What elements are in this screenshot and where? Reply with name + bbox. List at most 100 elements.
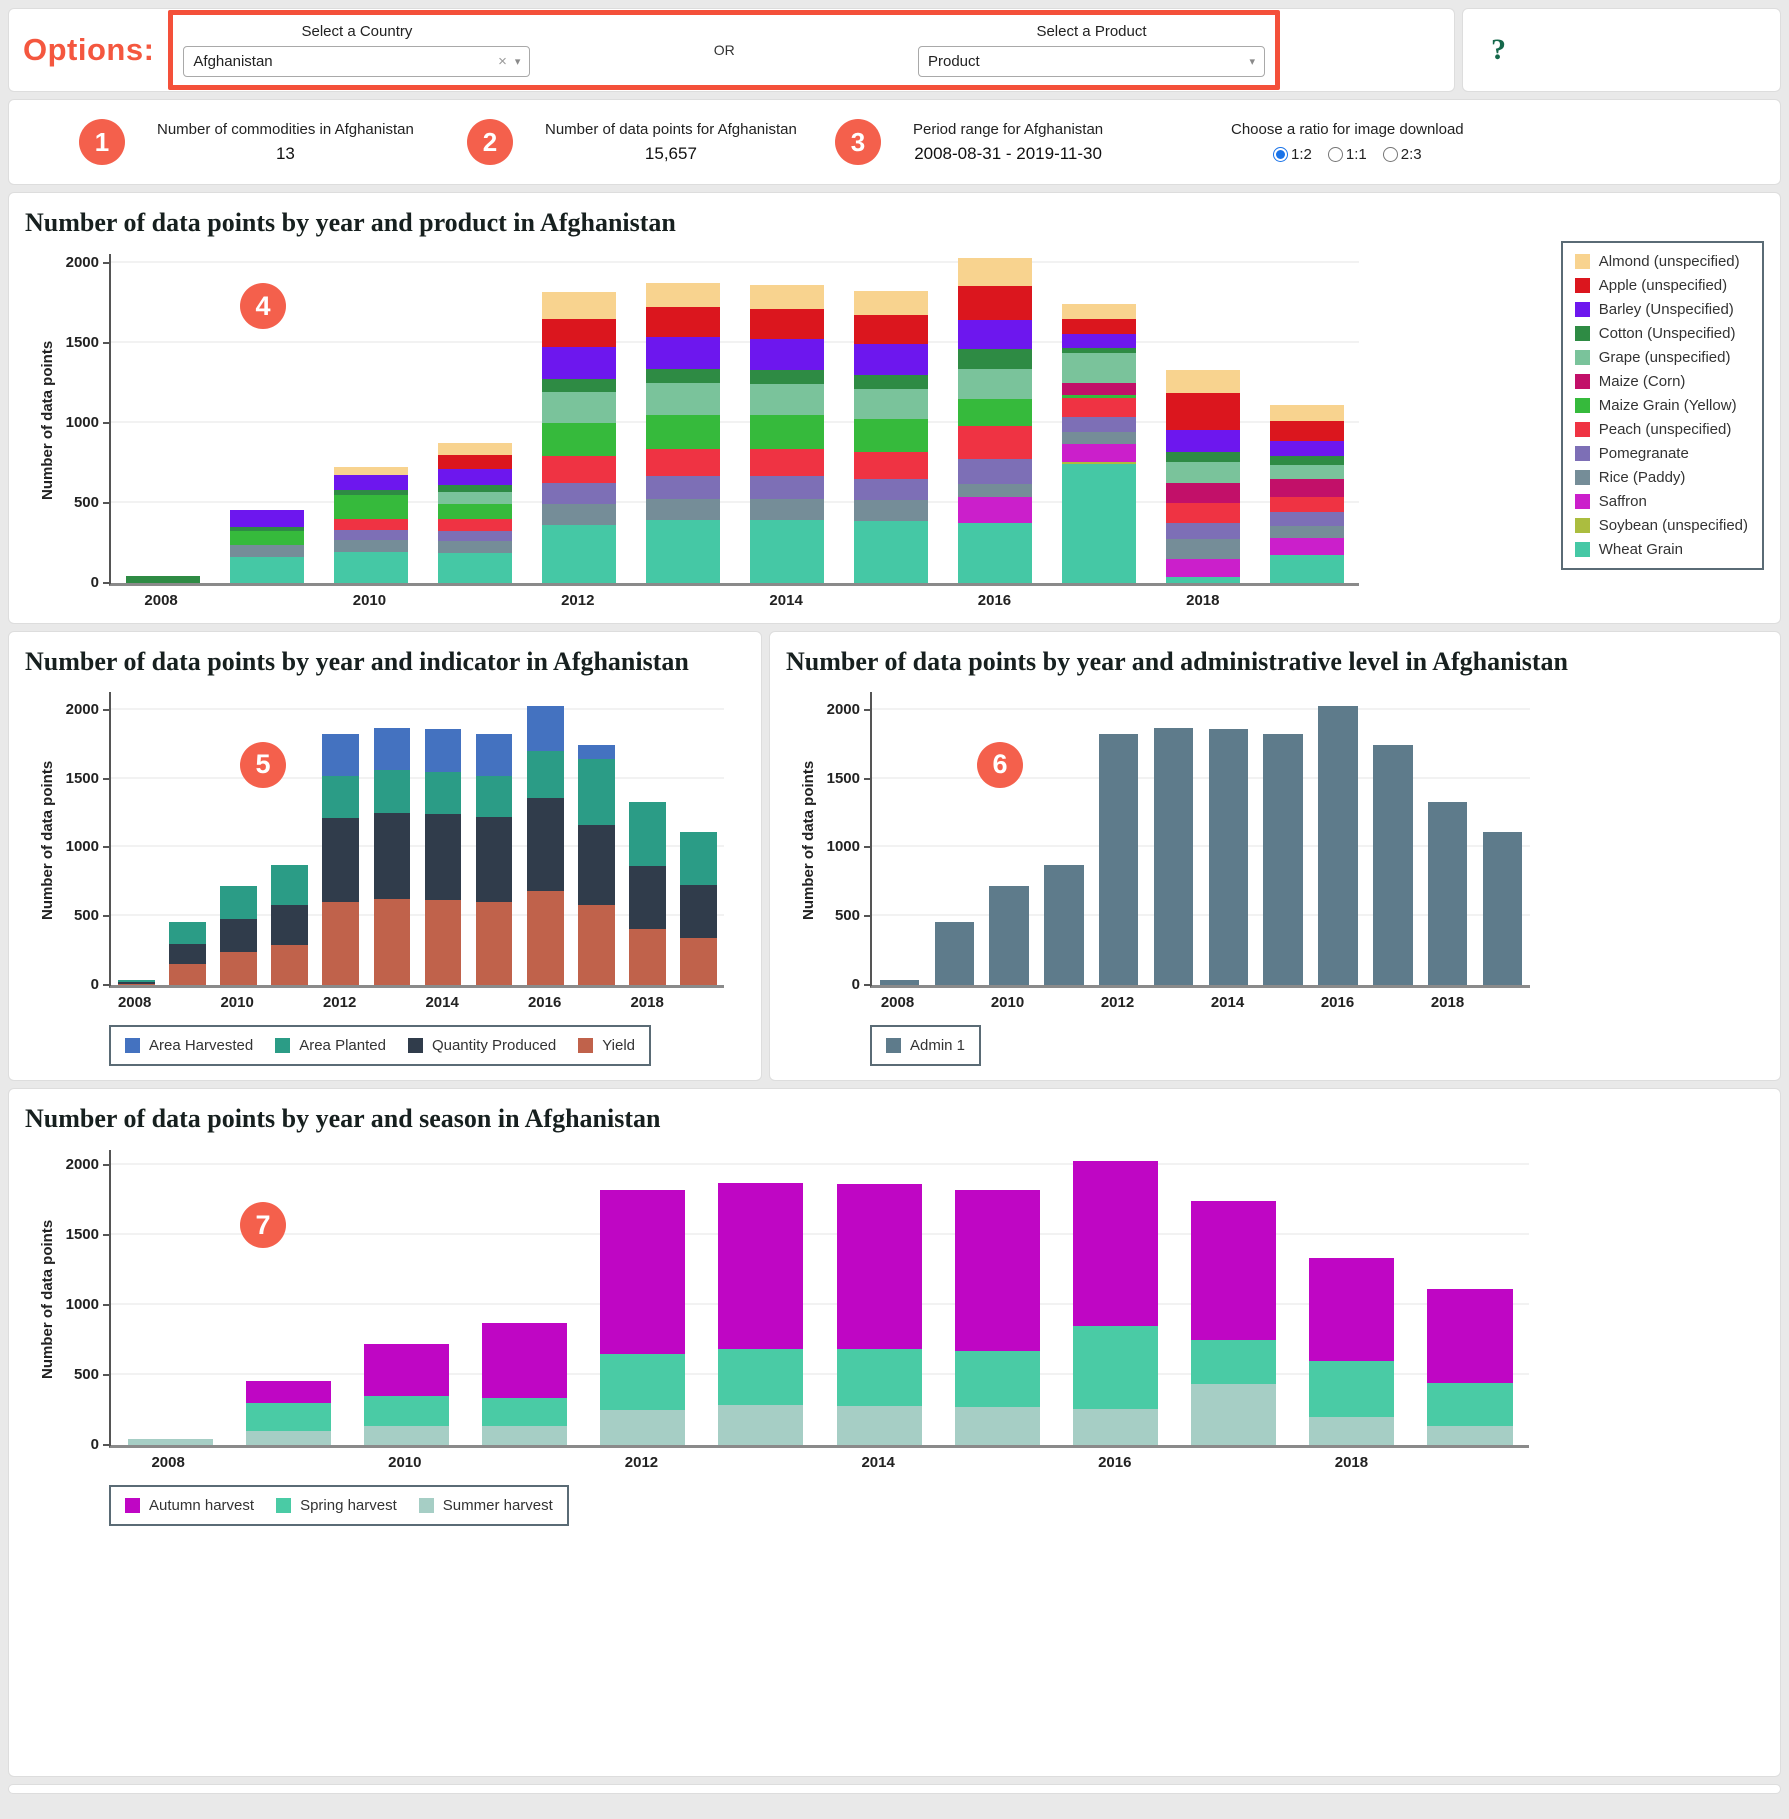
bar-2010 [989, 885, 1029, 985]
bar-2017 [577, 745, 615, 985]
y-tick-mark [103, 708, 111, 711]
bar-segment [1072, 1160, 1158, 1326]
bar-slot-2013 [1146, 692, 1201, 985]
x-tick-label [263, 994, 314, 1011]
legend-swatch [1574, 446, 1590, 461]
y-tick-label: 0 [90, 573, 99, 591]
x-tick-label [227, 1454, 345, 1471]
x-tick-label [1411, 1454, 1529, 1471]
gridline [111, 1232, 1529, 1235]
bar-segment [853, 388, 929, 420]
bar-slot-2015 [839, 254, 943, 583]
x-tick-label: 2008 [880, 994, 915, 1011]
legend: Area Harvested Area Planted Quantity Produ… [109, 1025, 652, 1066]
bar-segment [957, 368, 1033, 399]
ratio-option-2-3[interactable]: 2:3 [1382, 146, 1422, 163]
ratio-option-1-2[interactable]: 1:2 [1273, 146, 1312, 163]
bar-segment [645, 283, 721, 308]
y-axis-title: Number of data points [39, 1218, 56, 1379]
bar-2008 [125, 576, 201, 583]
bar-segment [957, 398, 1033, 426]
ratio-option-1-1[interactable]: 1:1 [1327, 146, 1367, 163]
bar-segment [1427, 1426, 1513, 1445]
bar-segment [125, 576, 201, 583]
bar-segment [1269, 512, 1345, 526]
bar-2013 [1153, 727, 1194, 985]
legend: Admin 1 [870, 1025, 982, 1066]
help-button[interactable]: ? [1491, 33, 1506, 66]
bar-2016 [1318, 705, 1358, 985]
bar-segment [541, 378, 617, 393]
legend-label: Admin 1 [910, 1037, 966, 1054]
legend-label: Maize (Corn) [1598, 373, 1686, 390]
bar-slot-2017 [1047, 254, 1151, 583]
chart-card-season: Number of data points by year and season… [8, 1088, 1781, 1777]
bar-segment [1269, 404, 1345, 421]
bar-segment [526, 750, 564, 799]
product-select-value: Product [927, 53, 980, 70]
bar-2010 [363, 1343, 449, 1445]
country-select-icons: × ▾ [498, 53, 520, 70]
bar-slot-2014 [1201, 692, 1256, 985]
step-badge-1: 1 [79, 119, 125, 165]
bar-slot-2012 [315, 692, 366, 985]
bar-segment [1098, 734, 1139, 985]
bar-segment [475, 734, 513, 776]
y-tick-label: 1500 [65, 333, 99, 351]
bar-2012 [600, 1189, 686, 1445]
y-axis-title: Number of data points [39, 339, 56, 500]
x-tick-label [160, 994, 211, 1011]
bar-segment [333, 489, 409, 496]
bar-segment [645, 498, 721, 521]
y-tick-mark [103, 1443, 111, 1446]
bar-segment [1061, 464, 1137, 583]
y-tick-mark [103, 915, 111, 918]
bar-segment [482, 1397, 568, 1427]
country-select[interactable]: Afghanistan × ▾ [183, 46, 531, 77]
x-tick-label: 2016 [527, 994, 562, 1011]
stat-value: 13 [275, 143, 295, 163]
ratio-radio-1-2[interactable] [1273, 147, 1289, 162]
bar-segment [229, 509, 305, 527]
bar-segment [749, 308, 825, 339]
y-tick-label: 1000 [65, 1295, 99, 1313]
bar-2018 [1165, 369, 1241, 583]
x-tick-label: 2012 [322, 994, 357, 1011]
bar-2019 [680, 832, 717, 985]
bar-2017 [1061, 304, 1137, 583]
bars-container [111, 1150, 1529, 1445]
product-select[interactable]: Product ▾ [917, 46, 1265, 77]
chevron-down-icon[interactable]: ▾ [514, 56, 521, 68]
x-tick-label: 2008 [144, 591, 178, 609]
bar-segment [482, 1426, 568, 1445]
x-tick-label [570, 994, 621, 1011]
legend-item: Almond (unspecified) [1574, 253, 1748, 270]
ratio-radio-2-3[interactable] [1382, 147, 1398, 162]
bar-segment [271, 865, 309, 906]
bar-segment [957, 425, 1033, 459]
ratio-radio-1-1[interactable] [1327, 147, 1343, 162]
bar-segment [749, 476, 825, 499]
bar-2011 [482, 1322, 568, 1445]
bar-segment [954, 1350, 1040, 1408]
bar-segment [853, 452, 929, 479]
bar-2018 [1309, 1258, 1395, 1445]
step-badge-4: 4 [240, 283, 286, 329]
chart-card-product: Number of data points by year and produc… [8, 192, 1781, 624]
chart-title: Number of data points by year and indica… [25, 646, 689, 676]
x-tick-label: 2008 [117, 994, 152, 1011]
legend-swatch [125, 1038, 140, 1053]
legend-swatch [275, 1038, 291, 1053]
bar-2015 [954, 1189, 1040, 1445]
legend-item: Autumn harvest [125, 1497, 254, 1514]
bar-segment [245, 1430, 331, 1445]
bar-2012 [322, 734, 360, 985]
bar-segment [1061, 397, 1137, 417]
chevron-down-icon[interactable]: ▾ [1249, 56, 1255, 68]
x-tick-label [1365, 994, 1420, 1011]
bar-segment [1061, 382, 1137, 396]
legend-swatch [1574, 518, 1590, 533]
clear-icon[interactable]: × [498, 53, 507, 70]
gridline [111, 776, 724, 779]
